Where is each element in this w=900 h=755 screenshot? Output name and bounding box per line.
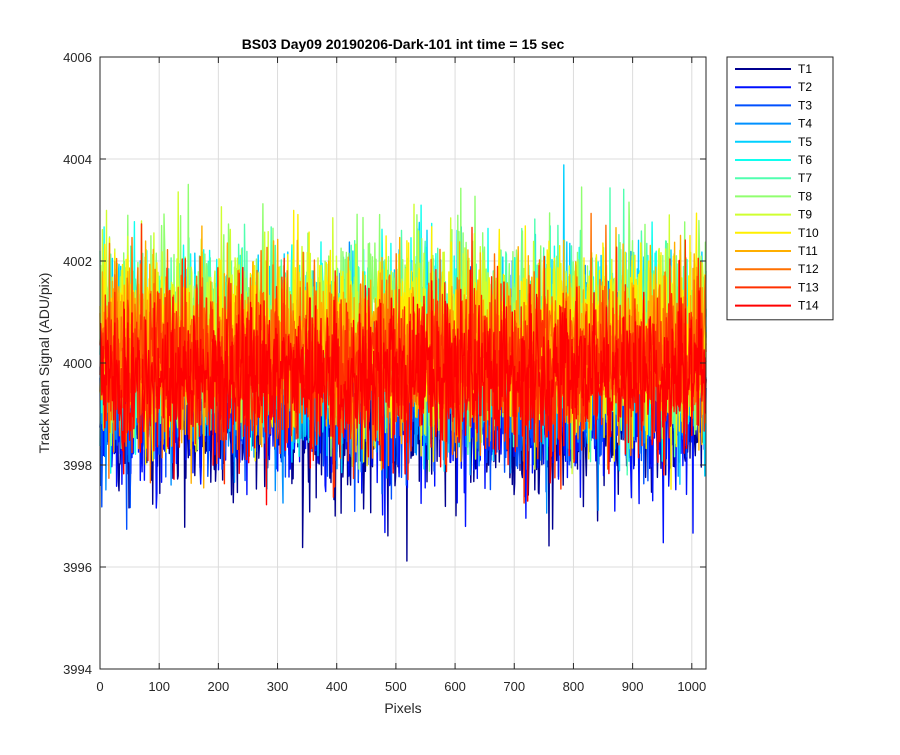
y-axis-label: Track Mean Signal (ADU/pix) xyxy=(36,273,52,454)
x-tick-label: 900 xyxy=(622,679,644,694)
x-tick-label: 0 xyxy=(96,679,103,694)
legend: T1 T2 T3 T4 T5 T6 T7 T8 T9 T10 T11 T12 T13 T14 xyxy=(726,56,834,321)
series-line-t14 xyxy=(99,259,707,506)
y-tick-label: 4000 xyxy=(63,356,92,371)
legend-label: T8 xyxy=(798,189,812,203)
legend-label: T4 xyxy=(798,117,812,131)
legend-label: T11 xyxy=(798,244,818,258)
legend-label: T9 xyxy=(798,208,812,222)
x-axis-label: Pixels xyxy=(384,700,421,716)
plot-area xyxy=(99,164,707,562)
y-tick-label: 4006 xyxy=(63,50,92,65)
x-tick-label: 200 xyxy=(208,679,230,694)
x-tick-label: 100 xyxy=(148,679,170,694)
legend-box xyxy=(726,56,834,321)
x-tick-label: 500 xyxy=(385,679,407,694)
y-tick-label: 3996 xyxy=(63,560,92,575)
chart-title: BS03 Day09 20190206-Dark-101 int time = … xyxy=(242,36,565,52)
legend-label: T2 xyxy=(798,80,812,94)
y-tick-label: 4004 xyxy=(63,152,92,167)
legend-label: T5 xyxy=(798,135,812,149)
legend-label: T6 xyxy=(798,153,812,167)
legend-label: T12 xyxy=(798,262,819,276)
legend-label: T1 xyxy=(798,62,812,76)
x-tick-label: 600 xyxy=(444,679,466,694)
legend-label: T14 xyxy=(798,299,819,313)
y-tick-label: 4002 xyxy=(63,254,92,269)
legend-label: T13 xyxy=(798,280,819,294)
legend-label: T3 xyxy=(798,98,812,112)
x-tick-label: 400 xyxy=(326,679,348,694)
x-tick-label: 1000 xyxy=(677,679,706,694)
legend-label: T10 xyxy=(798,226,819,240)
axis-ticks: 0 100 200 300 400 500 600 700 800 900 1000 3994 3996… xyxy=(63,50,706,694)
y-tick-label: 3998 xyxy=(63,458,92,473)
y-tick-label: 3994 xyxy=(63,662,92,677)
legend-label: T7 xyxy=(798,171,812,185)
x-tick-label: 300 xyxy=(267,679,289,694)
x-tick-label: 700 xyxy=(503,679,525,694)
x-tick-label: 800 xyxy=(563,679,585,694)
